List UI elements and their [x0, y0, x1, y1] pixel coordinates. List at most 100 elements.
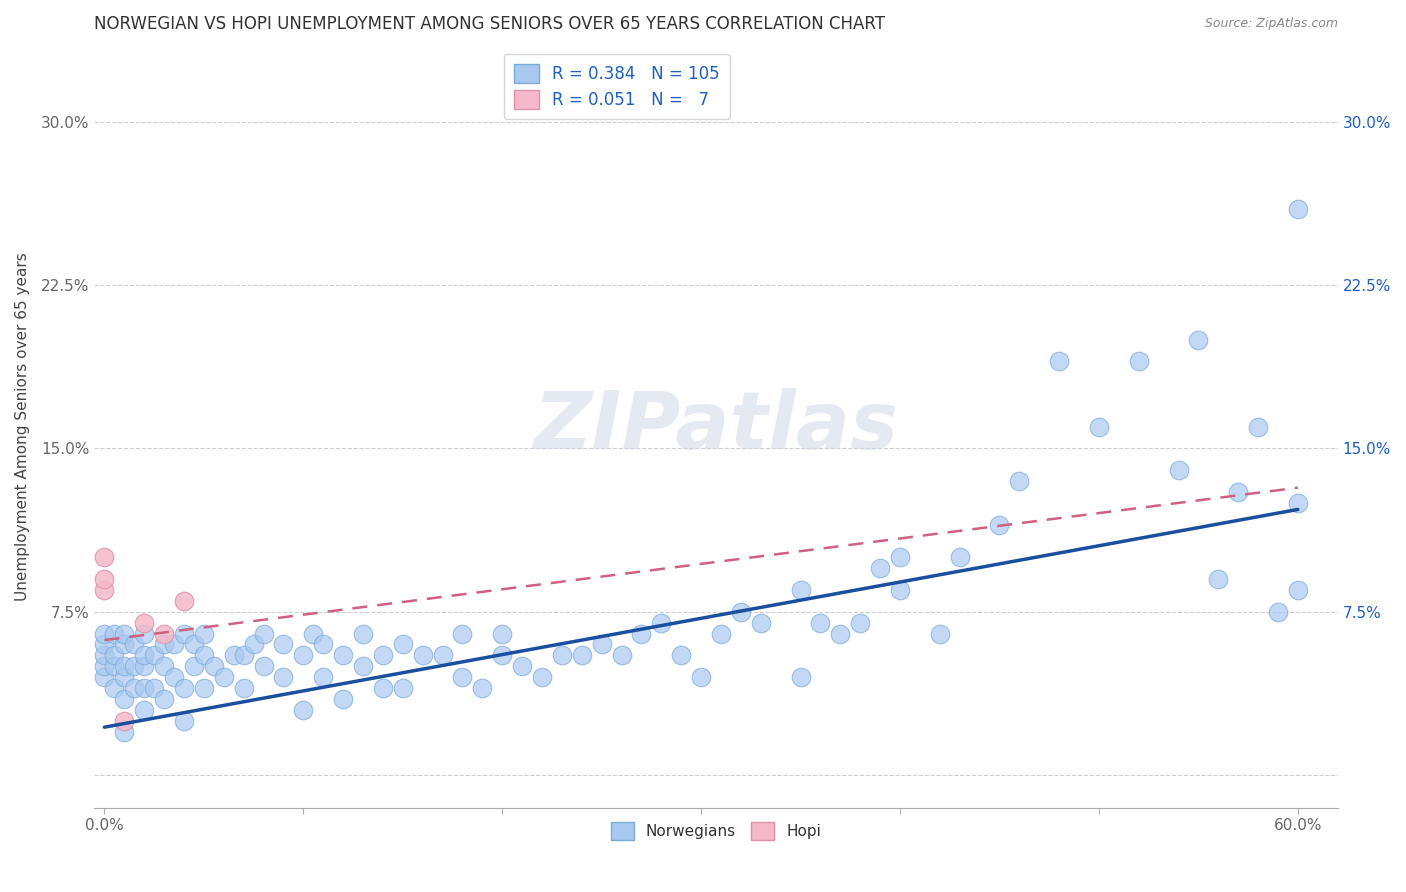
Point — [173, 681, 195, 695]
Point — [352, 659, 374, 673]
Point — [1286, 582, 1309, 597]
Point — [292, 648, 315, 663]
Point — [134, 659, 156, 673]
Point — [412, 648, 434, 663]
Point — [193, 626, 215, 640]
Point — [1206, 572, 1229, 586]
Point — [134, 681, 156, 695]
Point — [134, 615, 156, 630]
Point — [710, 626, 733, 640]
Point — [591, 637, 613, 651]
Point — [471, 681, 494, 695]
Point — [530, 670, 553, 684]
Point — [93, 582, 115, 597]
Point — [202, 659, 225, 673]
Point — [432, 648, 454, 663]
Point — [371, 681, 394, 695]
Point — [93, 648, 115, 663]
Point — [312, 637, 335, 651]
Legend: Norwegians, Hopi: Norwegians, Hopi — [605, 816, 828, 846]
Point — [93, 572, 115, 586]
Point — [183, 637, 205, 651]
Point — [1247, 419, 1270, 434]
Point — [1187, 333, 1209, 347]
Point — [1227, 485, 1250, 500]
Point — [163, 670, 186, 684]
Point — [122, 681, 145, 695]
Text: Source: ZipAtlas.com: Source: ZipAtlas.com — [1205, 18, 1337, 30]
Point — [789, 670, 811, 684]
Point — [173, 626, 195, 640]
Point — [1286, 202, 1309, 216]
Point — [889, 550, 911, 565]
Point — [232, 648, 254, 663]
Point — [112, 626, 135, 640]
Point — [332, 648, 354, 663]
Point — [451, 626, 474, 640]
Point — [193, 681, 215, 695]
Point — [112, 659, 135, 673]
Point — [630, 626, 652, 640]
Point — [1167, 463, 1189, 477]
Point — [134, 703, 156, 717]
Point — [451, 670, 474, 684]
Point — [312, 670, 335, 684]
Point — [93, 626, 115, 640]
Point — [93, 550, 115, 565]
Point — [93, 670, 115, 684]
Point — [671, 648, 693, 663]
Point — [252, 659, 274, 673]
Point — [302, 626, 325, 640]
Point — [988, 517, 1011, 532]
Point — [112, 714, 135, 728]
Point — [153, 691, 176, 706]
Point — [650, 615, 672, 630]
Point — [112, 670, 135, 684]
Point — [143, 648, 166, 663]
Point — [242, 637, 264, 651]
Point — [1047, 354, 1070, 368]
Point — [143, 681, 166, 695]
Point — [122, 659, 145, 673]
Point — [610, 648, 633, 663]
Point — [153, 659, 176, 673]
Point — [352, 626, 374, 640]
Point — [292, 703, 315, 717]
Point — [103, 626, 125, 640]
Y-axis label: Unemployment Among Seniors over 65 years: Unemployment Among Seniors over 65 years — [15, 252, 30, 601]
Point — [122, 637, 145, 651]
Point — [173, 714, 195, 728]
Point — [93, 637, 115, 651]
Point — [112, 637, 135, 651]
Point — [849, 615, 872, 630]
Point — [134, 626, 156, 640]
Text: NORWEGIAN VS HOPI UNEMPLOYMENT AMONG SENIORS OVER 65 YEARS CORRELATION CHART: NORWEGIAN VS HOPI UNEMPLOYMENT AMONG SEN… — [94, 15, 886, 33]
Point — [193, 648, 215, 663]
Point — [510, 659, 533, 673]
Text: ZIPatlas: ZIPatlas — [533, 388, 898, 466]
Point — [183, 659, 205, 673]
Point — [332, 691, 354, 706]
Point — [810, 615, 832, 630]
Point — [153, 637, 176, 651]
Point — [273, 637, 295, 651]
Point — [371, 648, 394, 663]
Point — [1128, 354, 1150, 368]
Point — [1088, 419, 1111, 434]
Point — [252, 626, 274, 640]
Point — [103, 648, 125, 663]
Point — [232, 681, 254, 695]
Point — [571, 648, 593, 663]
Point — [163, 637, 186, 651]
Point — [1286, 496, 1309, 510]
Point — [93, 659, 115, 673]
Point — [869, 561, 891, 575]
Point — [212, 670, 235, 684]
Point — [730, 605, 752, 619]
Point — [949, 550, 972, 565]
Point — [789, 582, 811, 597]
Point — [222, 648, 245, 663]
Point — [1267, 605, 1289, 619]
Point — [173, 594, 195, 608]
Point — [391, 637, 413, 651]
